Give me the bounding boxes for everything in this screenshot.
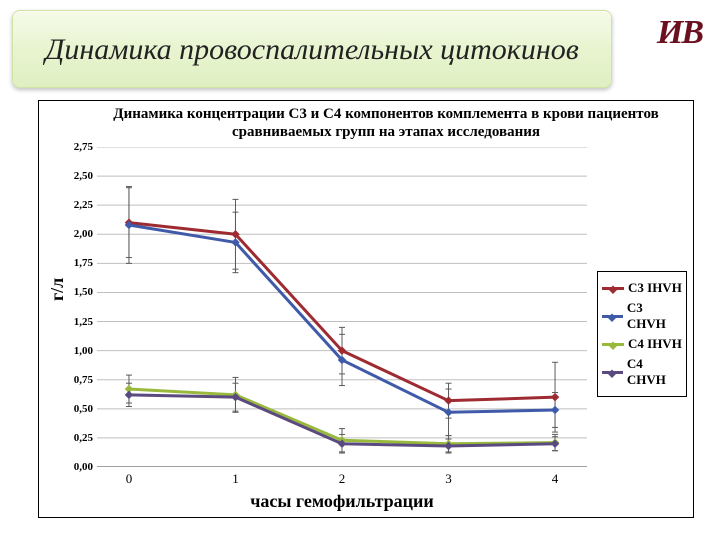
- legend-label: C4 CHVH: [627, 356, 682, 388]
- y-tick-label: 0,25: [74, 432, 93, 444]
- legend-item: C3 IHVH: [602, 280, 682, 296]
- plot-area: 0,000,250,500,751,001,251,501,752,002,25…: [97, 147, 587, 467]
- plot-svg: [97, 147, 587, 467]
- legend-swatch: [602, 371, 623, 374]
- x-tick-label: 1: [232, 471, 239, 487]
- legend-swatch: [602, 287, 624, 290]
- chart-title: Динамика концентрации С3 и С4 компоненто…: [99, 105, 673, 141]
- slide-title-text: Динамика провоспалительных цитокинов: [45, 33, 579, 66]
- y-axis-label: г/л: [47, 278, 68, 301]
- y-tick-label: 0,50: [74, 403, 93, 415]
- y-tick-label: 1,50: [74, 286, 93, 298]
- logo: ИВ: [657, 14, 702, 52]
- legend-swatch: [602, 343, 624, 346]
- y-tick-label: 2,00: [74, 228, 93, 240]
- y-tick-label: 0,00: [74, 461, 93, 473]
- legend-label: C4 IHVH: [628, 336, 682, 352]
- x-tick-label: 0: [126, 471, 133, 487]
- slide-title-banner: Динамика провоспалительных цитокинов: [12, 10, 612, 88]
- legend: C3 IHVH C3 CHVH C4 IHVH C4 CHVH: [597, 271, 687, 397]
- x-tick-label: 2: [339, 471, 346, 487]
- y-tick-label: 1,25: [74, 316, 93, 328]
- legend-swatch: [602, 315, 623, 318]
- y-tick-label: 1,75: [74, 257, 93, 269]
- logo-text: ИВ: [657, 14, 702, 51]
- y-tick-label: 2,50: [74, 170, 93, 182]
- legend-label: C3 CHVH: [627, 300, 682, 332]
- x-tick-label: 4: [552, 471, 559, 487]
- y-tick-label: 1,00: [74, 345, 93, 357]
- y-tick-label: 0,75: [74, 374, 93, 386]
- chart-container: Динамика концентрации С3 и С4 компоненто…: [38, 100, 694, 518]
- legend-item: C3 CHVH: [602, 300, 682, 332]
- x-axis-label: часы гемофильтрации: [97, 491, 587, 512]
- x-tick-label: 3: [445, 471, 452, 487]
- legend-item: C4 CHVH: [602, 356, 682, 388]
- y-tick-label: 2,75: [74, 141, 93, 153]
- legend-label: C3 IHVH: [628, 280, 682, 296]
- legend-item: C4 IHVH: [602, 336, 682, 352]
- y-tick-label: 2,25: [74, 199, 93, 211]
